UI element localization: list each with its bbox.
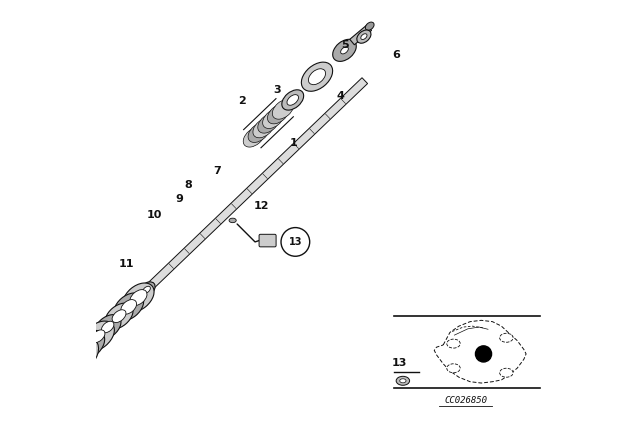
Ellipse shape (308, 69, 326, 85)
Ellipse shape (114, 293, 143, 321)
Ellipse shape (121, 300, 136, 314)
Ellipse shape (243, 127, 264, 147)
Text: 1: 1 (289, 138, 297, 148)
Circle shape (281, 228, 310, 256)
Text: 7: 7 (213, 166, 221, 176)
Ellipse shape (112, 310, 126, 323)
Ellipse shape (396, 376, 410, 385)
Ellipse shape (273, 99, 294, 119)
Ellipse shape (340, 47, 348, 54)
Ellipse shape (400, 379, 406, 383)
Text: CC026850: CC026850 (444, 396, 487, 405)
Ellipse shape (500, 368, 513, 377)
Ellipse shape (91, 330, 105, 343)
Text: 12: 12 (254, 201, 269, 211)
Ellipse shape (138, 282, 155, 298)
Text: 13: 13 (289, 237, 302, 247)
Ellipse shape (66, 346, 88, 366)
Ellipse shape (130, 289, 147, 306)
Ellipse shape (301, 62, 333, 91)
Ellipse shape (268, 104, 289, 124)
Ellipse shape (56, 336, 99, 377)
Text: 9: 9 (175, 194, 183, 204)
Text: 11: 11 (118, 259, 134, 269)
Ellipse shape (287, 95, 298, 105)
Text: 4: 4 (336, 91, 344, 101)
Ellipse shape (262, 108, 284, 129)
Ellipse shape (123, 283, 154, 312)
Text: 6: 6 (392, 50, 400, 60)
Circle shape (476, 346, 492, 362)
Ellipse shape (81, 339, 95, 352)
Text: 3: 3 (274, 85, 281, 95)
Ellipse shape (72, 330, 105, 361)
Ellipse shape (333, 39, 356, 61)
Polygon shape (350, 25, 372, 45)
Text: 8: 8 (184, 181, 192, 190)
Ellipse shape (253, 118, 275, 138)
Ellipse shape (229, 218, 236, 223)
Text: 5: 5 (341, 40, 348, 50)
Ellipse shape (361, 34, 367, 39)
Ellipse shape (102, 321, 114, 333)
Ellipse shape (447, 364, 460, 373)
Ellipse shape (258, 113, 279, 133)
Ellipse shape (95, 314, 121, 340)
Text: 10: 10 (147, 210, 162, 220)
Ellipse shape (365, 22, 374, 30)
Ellipse shape (248, 123, 269, 142)
Ellipse shape (357, 30, 371, 43)
Ellipse shape (500, 333, 513, 342)
Text: 13: 13 (392, 358, 407, 368)
Ellipse shape (82, 321, 115, 352)
Ellipse shape (282, 90, 303, 110)
Ellipse shape (105, 303, 133, 329)
Polygon shape (147, 78, 367, 289)
Text: 2: 2 (237, 96, 246, 106)
Ellipse shape (143, 286, 150, 293)
Ellipse shape (447, 339, 460, 348)
FancyBboxPatch shape (259, 234, 276, 247)
